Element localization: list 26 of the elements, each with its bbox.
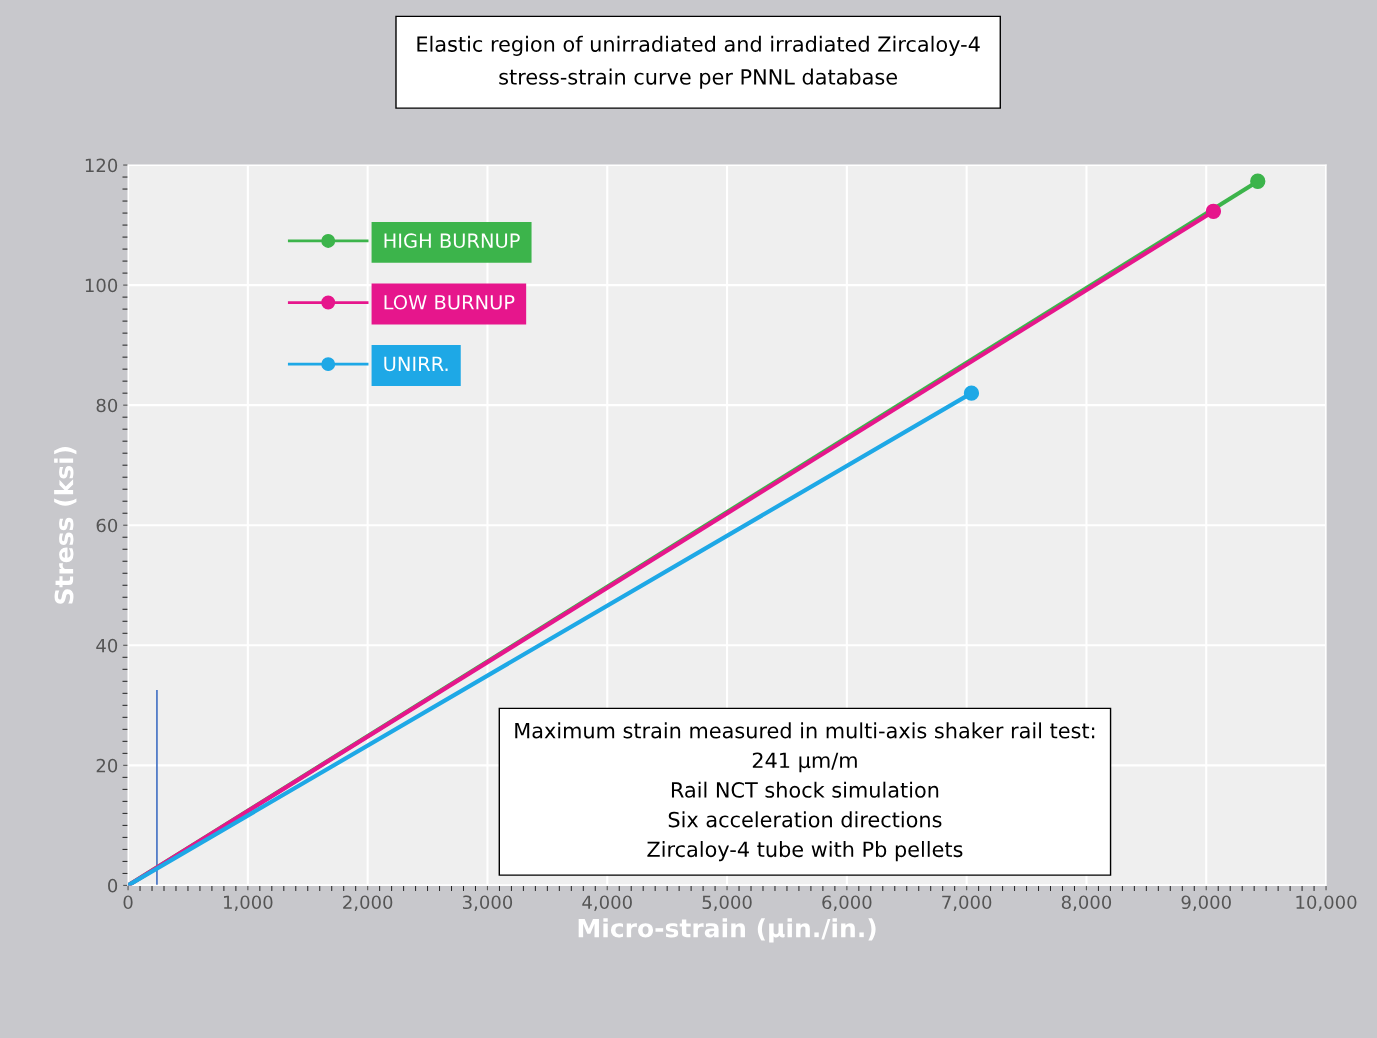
y-tick-label: 100 — [85, 278, 118, 293]
x-tick-label: 5,000 — [702, 895, 752, 911]
x-tick-label: 0 — [123, 895, 133, 910]
legend-label: HIGH BURNUP — [384, 233, 520, 249]
point — [1205, 203, 1222, 219]
x-tick-label: 7,000 — [942, 895, 992, 911]
x-tick-label: 3,000 — [462, 895, 513, 911]
y-tick-label: 40 — [96, 638, 118, 653]
y-tick-label: 60 — [96, 518, 118, 533]
y-tick-label: 80 — [96, 398, 118, 413]
x-tick-label: 8,000 — [1061, 895, 1112, 911]
point — [963, 385, 980, 401]
x-tick-label: 2,000 — [343, 895, 393, 911]
y-tick-label: 120 — [85, 158, 118, 173]
x-tick-label: 1,000 — [224, 895, 273, 911]
chart-title: Elastic region of unirradiated and irradiated Zircaloy-4 stress-strain curve per PNNL database — [417, 35, 980, 89]
legend-label: UNIRR. — [384, 356, 448, 372]
x-tick-label: 4,000 — [582, 895, 632, 911]
x-tick-label: 6,000 — [822, 895, 872, 911]
x-tick-label: 10,000 — [1296, 895, 1357, 911]
y-tick-label: 20 — [96, 758, 118, 773]
legend-label: LOW BURNUP — [384, 294, 515, 310]
point — [1250, 173, 1266, 189]
y-tick-label: 0 — [108, 878, 118, 893]
x-tick-label: 9,000 — [1181, 895, 1231, 911]
annotation: Maximum strain measured in multi-axis shaker rail test: 241 µm/m Rail NCT shock simulation Six acceleration directions Zircaloy-4 tube with Pb pellets — [515, 722, 1095, 862]
